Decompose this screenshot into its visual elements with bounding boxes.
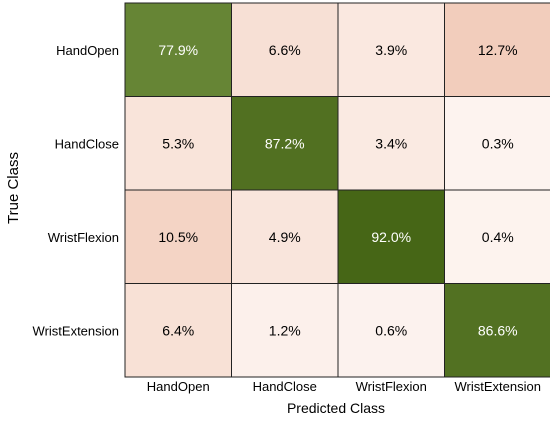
cell-value-label-r0-c3: 12.7% [478,42,518,58]
x-tick-label: WristFlexion [356,379,427,394]
x-tick-label: WristExtension [455,379,541,394]
y-axis-label: True Class [5,152,22,224]
y-tick-label: HandOpen [56,43,119,58]
cell-value-label-r0-c1: 6.6% [269,42,301,58]
y-tick-label: WristFlexion [48,230,119,245]
x-tick-labels: HandOpen HandClose WristFlexion WristExtens… [147,379,541,394]
cell-value-label-r0-c0: 77.9% [158,42,198,58]
cell-value-label-r2-c2: 92.0% [371,229,411,245]
y-tick-label: HandClose [55,136,119,151]
cell-value-label-r1-c3: 0.3% [482,135,514,151]
cell-value-label-r1-c1: 87.2% [265,135,305,151]
y-tick-labels: HandOpen HandClose WristFlexion WristExtens… [33,43,119,339]
x-tick-label: HandOpen [147,379,210,394]
cell-value-label-r1-c2: 3.4% [375,135,407,151]
cell-value-label-r3-c3: 86.6% [478,322,518,338]
cell-value-label-r2-c1: 4.9% [269,229,301,245]
cell-value-label-r2-c0: 10.5% [158,229,198,245]
x-tick-label: HandClose [253,379,317,394]
heatmap-cells: 77.9% 6.6% 3.9% 12.7% 5.3% 87.2% 3.4% 0.3% 10.5%… [125,3,550,377]
x-axis-label: Predicted Class [287,400,385,416]
cell-value-label-r3-c0: 6.4% [162,322,194,338]
cell-value-label-r3-c2: 0.6% [375,322,407,338]
y-tick-label: WristExtension [33,323,119,338]
cell-value-label-r3-c1: 1.2% [269,322,301,338]
cell-value-label-r2-c3: 0.4% [482,229,514,245]
cell-value-label-r0-c2: 3.9% [375,42,407,58]
cell-value-label-r1-c0: 5.3% [162,135,194,151]
